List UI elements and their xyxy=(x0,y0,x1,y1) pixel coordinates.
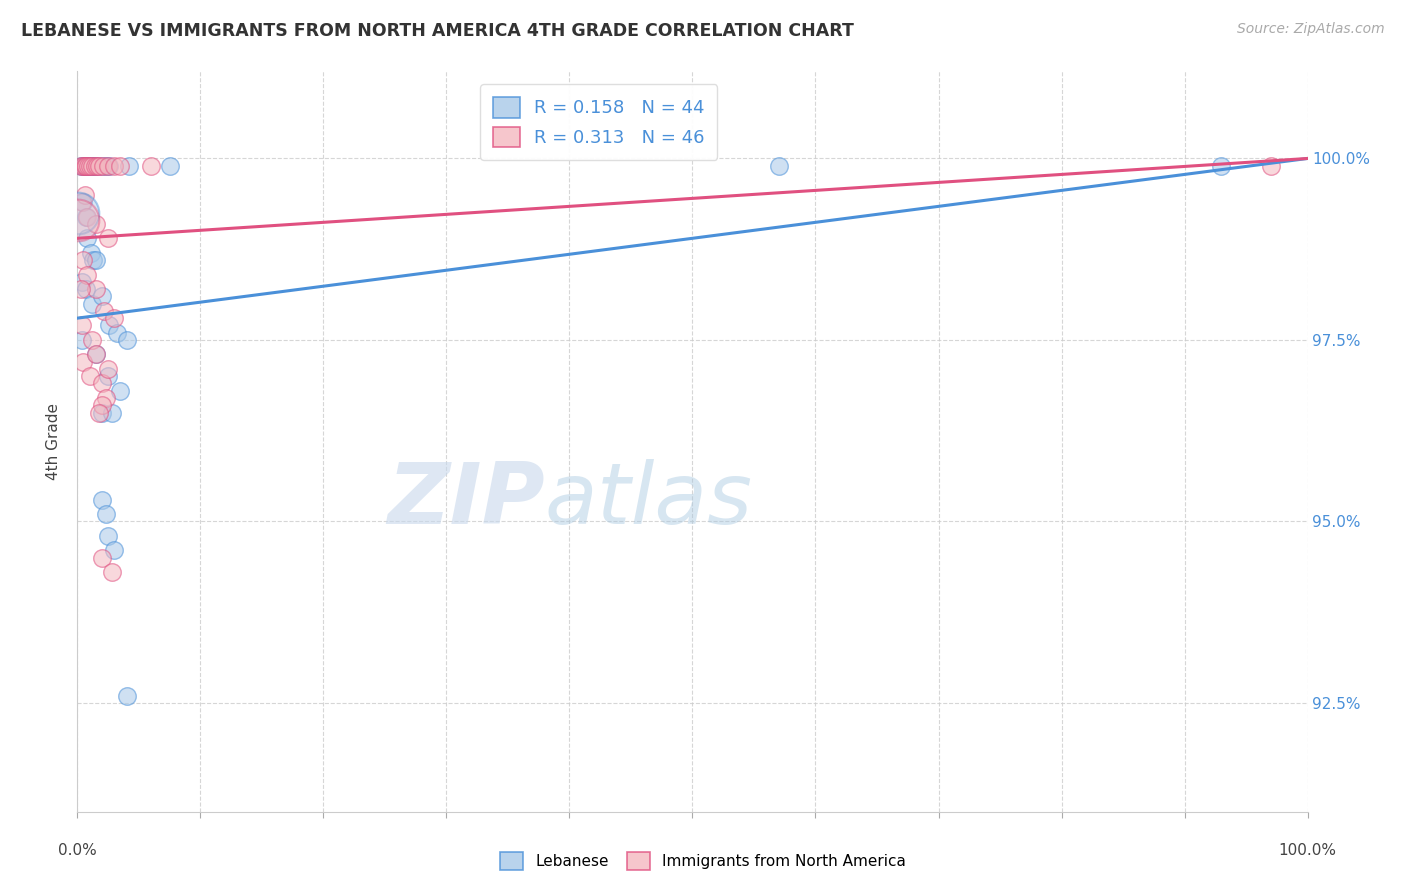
Point xyxy=(110,384,132,398)
Point xyxy=(79,159,101,173)
Point xyxy=(94,159,117,173)
Point xyxy=(90,492,114,507)
Point xyxy=(77,159,100,173)
Point xyxy=(82,296,104,310)
Point xyxy=(101,405,124,419)
Point xyxy=(73,159,96,173)
Point xyxy=(70,275,93,289)
Y-axis label: 4th Grade: 4th Grade xyxy=(46,403,62,480)
Point xyxy=(83,159,105,173)
Point xyxy=(70,194,93,209)
Point xyxy=(76,231,98,245)
Point xyxy=(159,159,181,173)
Point xyxy=(90,405,114,419)
Point xyxy=(66,206,89,220)
Point xyxy=(118,159,141,173)
Point xyxy=(90,376,114,391)
Point xyxy=(101,565,124,579)
Point xyxy=(103,159,125,173)
Point xyxy=(84,282,107,296)
Point xyxy=(76,159,98,173)
Point xyxy=(115,333,138,347)
Point xyxy=(77,159,100,173)
Point xyxy=(89,405,111,419)
Point xyxy=(82,333,104,347)
Point xyxy=(82,253,104,268)
Point xyxy=(90,550,114,565)
Point xyxy=(82,159,104,173)
Point xyxy=(105,326,128,340)
Point xyxy=(89,159,111,173)
Point xyxy=(90,289,114,303)
Point xyxy=(70,318,93,333)
Point xyxy=(90,159,114,173)
Point xyxy=(75,210,97,224)
Point xyxy=(70,159,93,173)
Point xyxy=(84,347,107,361)
Point xyxy=(80,159,103,173)
Point xyxy=(72,194,94,209)
Point xyxy=(97,231,120,245)
Point xyxy=(94,391,117,405)
Point xyxy=(76,268,98,282)
Point xyxy=(84,217,107,231)
Point xyxy=(80,245,103,260)
Text: atlas: atlas xyxy=(546,459,752,542)
Point xyxy=(84,253,107,268)
Point xyxy=(70,333,93,347)
Legend: R = 0.158   N = 44, R = 0.313   N = 46: R = 0.158 N = 44, R = 0.313 N = 46 xyxy=(479,84,717,160)
Point xyxy=(72,159,94,173)
Point xyxy=(1260,159,1282,173)
Point xyxy=(115,689,138,703)
Text: 100.0%: 100.0% xyxy=(1278,843,1337,858)
Point xyxy=(1211,159,1233,173)
Point xyxy=(97,529,120,543)
Point xyxy=(97,369,120,384)
Point xyxy=(97,159,120,173)
Point xyxy=(72,159,94,173)
Point xyxy=(768,159,790,173)
Point xyxy=(141,159,163,173)
Text: LEBANESE VS IMMIGRANTS FROM NORTH AMERICA 4TH GRADE CORRELATION CHART: LEBANESE VS IMMIGRANTS FROM NORTH AMERIC… xyxy=(21,22,853,40)
Point xyxy=(73,159,96,173)
Point xyxy=(98,318,121,333)
Text: Source: ZipAtlas.com: Source: ZipAtlas.com xyxy=(1237,22,1385,37)
Point xyxy=(97,362,120,376)
Point xyxy=(93,304,115,318)
Point xyxy=(91,159,114,173)
Point xyxy=(84,347,107,361)
Point xyxy=(103,311,125,326)
Point xyxy=(79,159,101,173)
Point xyxy=(73,187,96,202)
Point xyxy=(75,159,97,173)
Text: 0.0%: 0.0% xyxy=(58,843,97,858)
Point xyxy=(67,213,90,227)
Point xyxy=(79,369,101,384)
Text: ZIP: ZIP xyxy=(387,459,546,542)
Point xyxy=(82,159,104,173)
Point xyxy=(72,354,94,368)
Point xyxy=(72,253,94,268)
Point xyxy=(70,159,93,173)
Point xyxy=(86,159,108,173)
Point xyxy=(98,159,121,173)
Point xyxy=(103,543,125,558)
Point xyxy=(70,282,93,296)
Point xyxy=(90,398,114,412)
Point xyxy=(94,507,117,521)
Point xyxy=(75,282,97,296)
Legend: Lebanese, Immigrants from North America: Lebanese, Immigrants from North America xyxy=(492,845,914,877)
Point xyxy=(86,159,108,173)
Point xyxy=(76,210,98,224)
Point xyxy=(110,159,132,173)
Point xyxy=(83,159,105,173)
